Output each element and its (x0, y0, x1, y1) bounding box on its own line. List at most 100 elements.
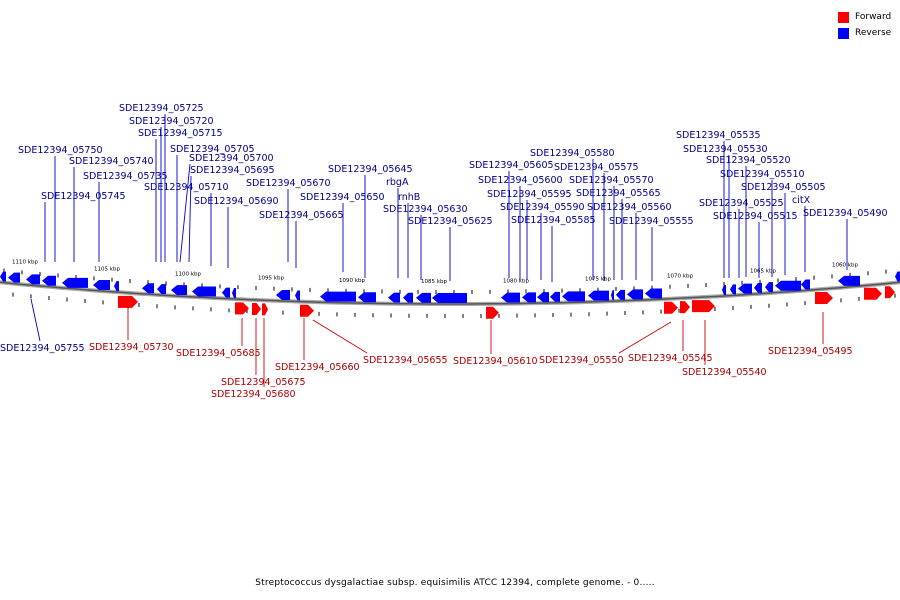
reverse-gene-label: SDE12394_05580 (530, 148, 615, 159)
forward-gene-label: SDE12394_05685 (176, 348, 261, 359)
forward-gene-label: SDE12394_05730 (89, 342, 174, 353)
reverse-gene-label: SDE12394_05715 (138, 128, 223, 139)
reverse-gene-label: SDE12394_05705 (170, 144, 255, 155)
reverse-gene-label: SDE12394_05575 (554, 162, 639, 173)
reverse-swatch (838, 27, 849, 39)
reverse-gene-label: SDE12394_05555 (609, 216, 694, 227)
scale-label: 1095 kbp (258, 276, 284, 282)
figure-caption: Streptococcus dysgalactiae subsp. equisi… (255, 578, 655, 588)
forward-gene-label: SDE12394_05680 (211, 389, 296, 400)
reverse-gene-label: SDE12394_05645 (328, 164, 413, 175)
reverse-gene-arrow (775, 280, 801, 291)
reverse-gene-arrow (611, 290, 614, 301)
reverse-gene-arrow (388, 292, 400, 303)
reverse-gene-arrow (645, 288, 662, 299)
reverse-gene-arrow (358, 292, 376, 303)
reverse-gene-label: SDE12394_05670 (246, 178, 331, 189)
forward-gene-arrow (815, 291, 833, 304)
forward-gene-label: SDE12394_05655 (363, 355, 448, 366)
reverse-gene-label: SDE12394_05490 (803, 208, 888, 219)
scale-label: 1080 kbp (503, 279, 529, 285)
reverse-gene-arrow (838, 275, 860, 286)
reverse-gene-arrow (730, 284, 736, 295)
reverse-gene-label: SDE12394_05630 (383, 204, 468, 215)
scale-label: 1070 kbp (667, 273, 693, 279)
reverse-gene-label: SDE12394_05605 (469, 160, 554, 171)
reverse-gene-label: SDE12394_05725 (119, 103, 204, 114)
reverse-gene-leader (30, 298, 41, 342)
reverse-gene-arrow (738, 283, 752, 294)
forward-swatch (838, 11, 849, 23)
scale-label: 1075 kbp (585, 277, 611, 283)
reverse-gene-label: SDE12394_05505 (741, 182, 826, 193)
reverse-gene-label: SDE12394_05665 (259, 210, 344, 221)
forward-gene-label: SDE12394_05495 (768, 346, 853, 357)
forward-gene-label: SDE12394_05540 (682, 367, 767, 378)
reverse-gene-arrow (403, 292, 413, 303)
reverse-gene-label: SDE12394_05595 (487, 189, 572, 200)
legend-reverse-label: Reverse (855, 28, 892, 38)
forward-gene-label: SDE12394_05550 (539, 355, 624, 366)
reverse-gene-label: SDE12394_05530 (683, 144, 768, 155)
reverse-gene-arrow (62, 277, 88, 288)
reverse-gene-arrow (295, 290, 300, 301)
reverse-gene-arrow (8, 272, 20, 283)
reverse-gene-arrow (801, 279, 810, 290)
scale-label: 1090 kbp (339, 278, 365, 284)
forward-gene-leader (312, 319, 368, 354)
forward-gene-label: SDE12394_05675 (221, 377, 306, 388)
forward-gene-arrow (262, 303, 268, 316)
forward-gene-arrow (118, 295, 138, 308)
reverse-gene-arrow (26, 274, 40, 285)
reverse-gene-arrow (222, 287, 230, 298)
reverse-gene-label: SDE12394_05710 (144, 182, 229, 193)
reverse-gene-label: SDE12394_05510 (720, 169, 805, 180)
reverse-gene-arrow (722, 284, 726, 295)
reverse-gene-arrow (537, 292, 549, 303)
legend-reverse: Reverse (838, 25, 891, 41)
forward-gene-arrow (300, 304, 314, 317)
reverse-gene-label: citX (792, 195, 811, 206)
reverse-gene-arrow (550, 291, 560, 302)
reverse-gene-arrow (501, 292, 520, 303)
reverse-gene-label: SDE12394_05745 (41, 191, 126, 202)
reverse-gene-label: SDE12394_05520 (706, 155, 791, 166)
reverse-gene-label: SDE12394_05590 (500, 202, 585, 213)
reverse-gene-leader (179, 163, 191, 263)
legend-forward: Forward (838, 9, 891, 25)
reverse-gene-arrow (142, 283, 154, 294)
reverse-gene-arrow (232, 287, 236, 298)
forward-gene-label: SDE12394_05610 (453, 356, 538, 367)
forward-gene-arrow (680, 301, 690, 314)
reverse-gene-label: SDE12394_05720 (129, 116, 214, 127)
scale-label: 1065 kbp (750, 268, 776, 274)
reverse-gene-label: SDE12394_05740 (69, 156, 154, 167)
reverse-gene-label: SDE12394_05585 (511, 215, 596, 226)
reverse-gene-label: SDE12394_05565 (576, 188, 661, 199)
legend: Forward Reverse (838, 9, 891, 41)
reverse-gene-arrow (416, 292, 431, 303)
reverse-gene-label: SDE12394_05735 (83, 171, 168, 182)
reverse-gene-label: SDE12394_05600 (478, 175, 563, 186)
reverse-gene-arrow (522, 292, 536, 303)
forward-gene-arrow (864, 287, 882, 300)
backbone-line (0, 281, 900, 305)
reverse-gene-label: SDE12394_05755 (0, 343, 85, 354)
reverse-gene-label: SDE12394_05625 (408, 216, 493, 227)
reverse-gene-arrow (114, 281, 119, 292)
reverse-gene-arrow (432, 292, 467, 303)
reverse-gene-arrow (627, 289, 643, 300)
reverse-gene-label: SDE12394_05570 (569, 175, 654, 186)
scale-label: 1110 kbp (12, 260, 38, 266)
reverse-gene-arrow (276, 290, 290, 301)
reverse-gene-arrow (320, 291, 356, 302)
reverse-gene-arrow (0, 271, 6, 282)
reverse-gene-label: SDE12394_05650 (300, 192, 385, 203)
reverse-gene-arrow (588, 290, 609, 301)
reverse-gene-arrow (754, 282, 762, 293)
reverse-gene-label: SDE12394_05560 (587, 202, 672, 213)
reverse-gene-arrow (42, 275, 56, 286)
forward-gene-label: SDE12394_05545 (628, 353, 713, 364)
forward-gene-arrow (885, 286, 895, 299)
